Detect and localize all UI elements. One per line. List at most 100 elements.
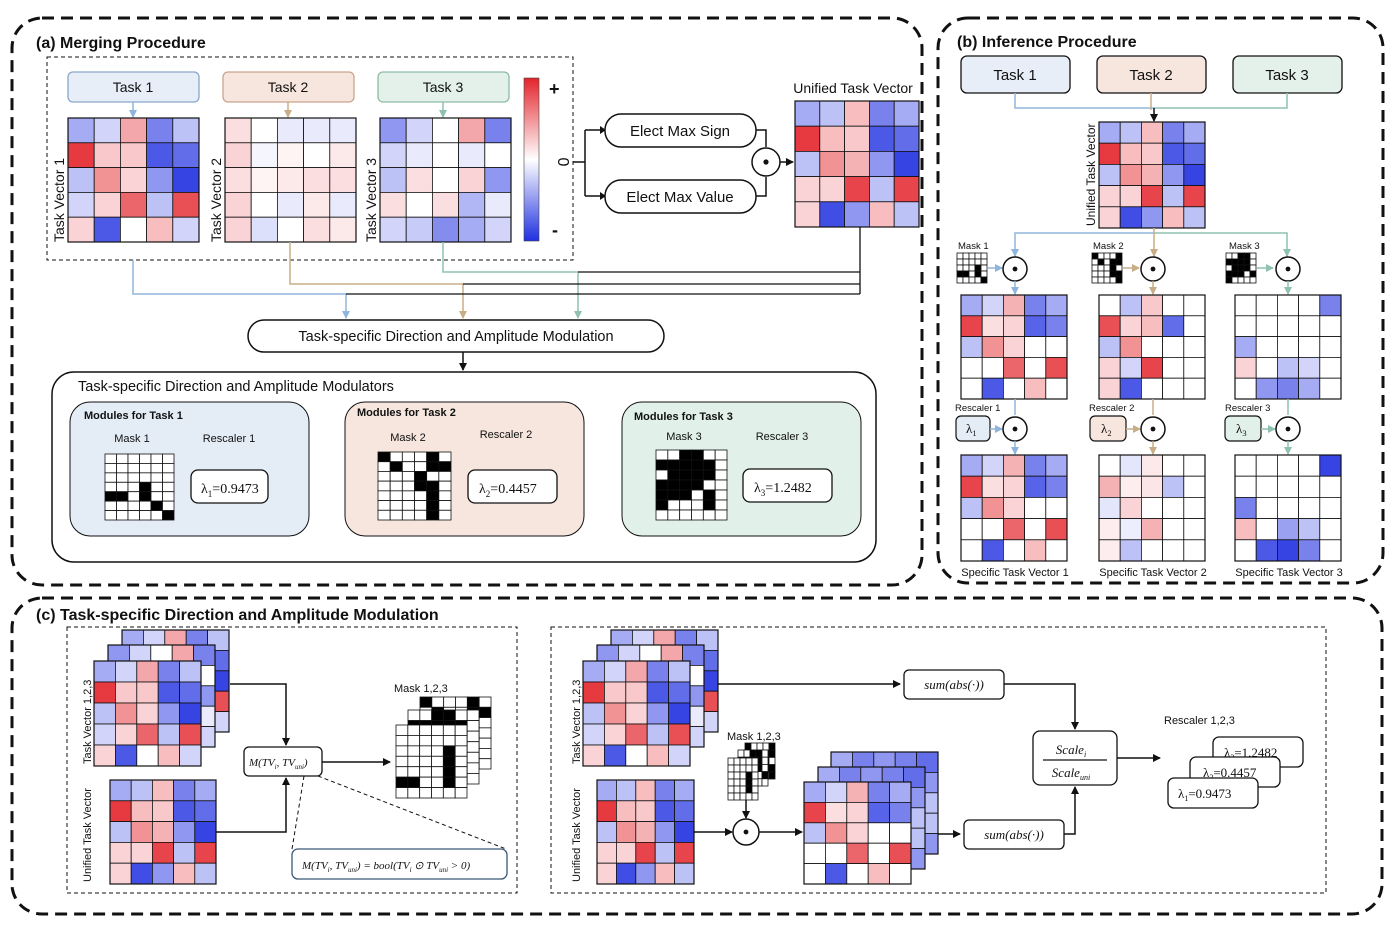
heatmap-cell [329, 191, 357, 218]
heatmap-cell [1255, 356, 1278, 379]
mask-cell [104, 472, 117, 483]
heatmap-cell [867, 781, 891, 803]
mask-cell [116, 472, 129, 483]
panel-a-title: (a) Merging Procedure [36, 35, 206, 52]
heatmap-cell [1277, 539, 1300, 562]
module-2-title: Modules for Task 2 [357, 407, 456, 419]
mask-cell [980, 264, 988, 272]
b-branch-3 [1154, 232, 1288, 260]
heatmap-cell [625, 702, 648, 725]
heatmap-border [794, 100, 920, 228]
heatmap-cell [194, 800, 217, 822]
heatmap-cell [1319, 294, 1342, 317]
mask-cell [162, 500, 175, 511]
mask-cell [751, 792, 759, 801]
heatmap-cell [889, 842, 912, 865]
mask-cell [702, 449, 716, 461]
heatmap-cell [981, 294, 1004, 317]
heatmap-cell [1234, 475, 1257, 498]
heatmap-cell [1141, 121, 1164, 144]
heatmap-cell [604, 723, 627, 746]
unified-colored-lines [133, 272, 578, 294]
heatmap-cell [151, 821, 174, 843]
heatmap-cell [960, 356, 983, 379]
heatmap-cell [1003, 356, 1026, 379]
mask-cell [162, 453, 175, 464]
heatmap-cell [596, 800, 617, 822]
mask-cell [442, 724, 456, 736]
heatmap-cell [194, 842, 217, 864]
mask-cell [426, 490, 440, 501]
mask-cell [116, 463, 129, 474]
heatmap-cell [625, 681, 648, 704]
heatmap-cell [1162, 518, 1185, 541]
mask-cell [714, 459, 728, 471]
mask-cell [419, 724, 432, 736]
heatmap-cell [151, 842, 174, 864]
mask-cell [431, 787, 444, 799]
mask-cell [1249, 258, 1257, 266]
heatmap-cell [130, 779, 153, 802]
heatmap-cell [157, 702, 180, 725]
heatmap-cell [1183, 518, 1206, 541]
heatmap-cell [846, 822, 869, 844]
heatmap-cell [889, 863, 912, 885]
mask-cell [702, 509, 716, 521]
panel-c-border [10, 596, 1384, 916]
c2-sum-bottom-to-scale [1064, 786, 1079, 835]
heatmap-cell [172, 167, 200, 193]
heatmap-cell [1098, 121, 1121, 144]
c2-uni-label: Unified Task Vector [571, 788, 583, 882]
mask-cell [745, 757, 753, 766]
heatmap-cell [67, 167, 95, 193]
c2-mask-stack-front [727, 757, 759, 801]
panel-c-title: (c) Task-specific Direction and Amplitud… [36, 607, 439, 624]
task-vector-2-heatmap [224, 117, 357, 243]
heatmap-cell [1098, 206, 1121, 229]
mask-cell [956, 270, 964, 278]
task-vector-2-label: Task Vector 2 [208, 158, 224, 242]
mask-cell [702, 499, 716, 511]
mask-cell [980, 270, 988, 278]
heatmap-cell [869, 201, 895, 228]
heatmap-cell [960, 496, 983, 519]
c-m-func-text: M(TVi, TVuni) [248, 757, 308, 771]
heatmap-cell [458, 117, 486, 144]
b-task-2-label: Task 2 [1129, 67, 1172, 84]
heatmap-cell [635, 821, 656, 843]
heatmap-cell [1183, 185, 1206, 208]
lambda-2-text: λ2=0.4457 [479, 482, 537, 499]
heatmap-cell [1045, 539, 1068, 562]
mask-cell [466, 709, 480, 721]
heatmap-cell [1003, 336, 1026, 358]
heatmap-cell [596, 779, 617, 802]
mask-cell [974, 252, 982, 260]
heatmap-cell [803, 781, 826, 803]
mask-cell [478, 737, 492, 749]
mask-cell [1115, 264, 1123, 272]
heatmap-cell [130, 862, 153, 885]
mask-cell [968, 264, 976, 272]
mask-cell [1103, 252, 1111, 260]
heatmap-cell [379, 216, 407, 243]
heatmap-cell [1319, 539, 1342, 562]
b-odot-mask-3 [1275, 256, 1301, 282]
mask-cell [768, 764, 776, 773]
heatmap-cell [146, 191, 174, 218]
mask-cell [454, 735, 468, 747]
heatmap-cell [1298, 356, 1321, 379]
mask-cell [745, 771, 753, 780]
mask-cell [438, 461, 452, 472]
heatmap-cell [1141, 496, 1164, 519]
heatmap-cell [1003, 377, 1026, 400]
mask-cell [426, 480, 440, 492]
mask-cell [395, 724, 409, 736]
mask-cell [1237, 264, 1245, 272]
mask-cell [466, 696, 480, 708]
heatmap-cell [130, 821, 153, 843]
heatmap-cell [1045, 294, 1068, 317]
mask-cell [127, 510, 140, 521]
c-tv-stack-front [93, 660, 202, 767]
heatmap-cell [1098, 377, 1121, 400]
mask-cell [702, 479, 716, 491]
